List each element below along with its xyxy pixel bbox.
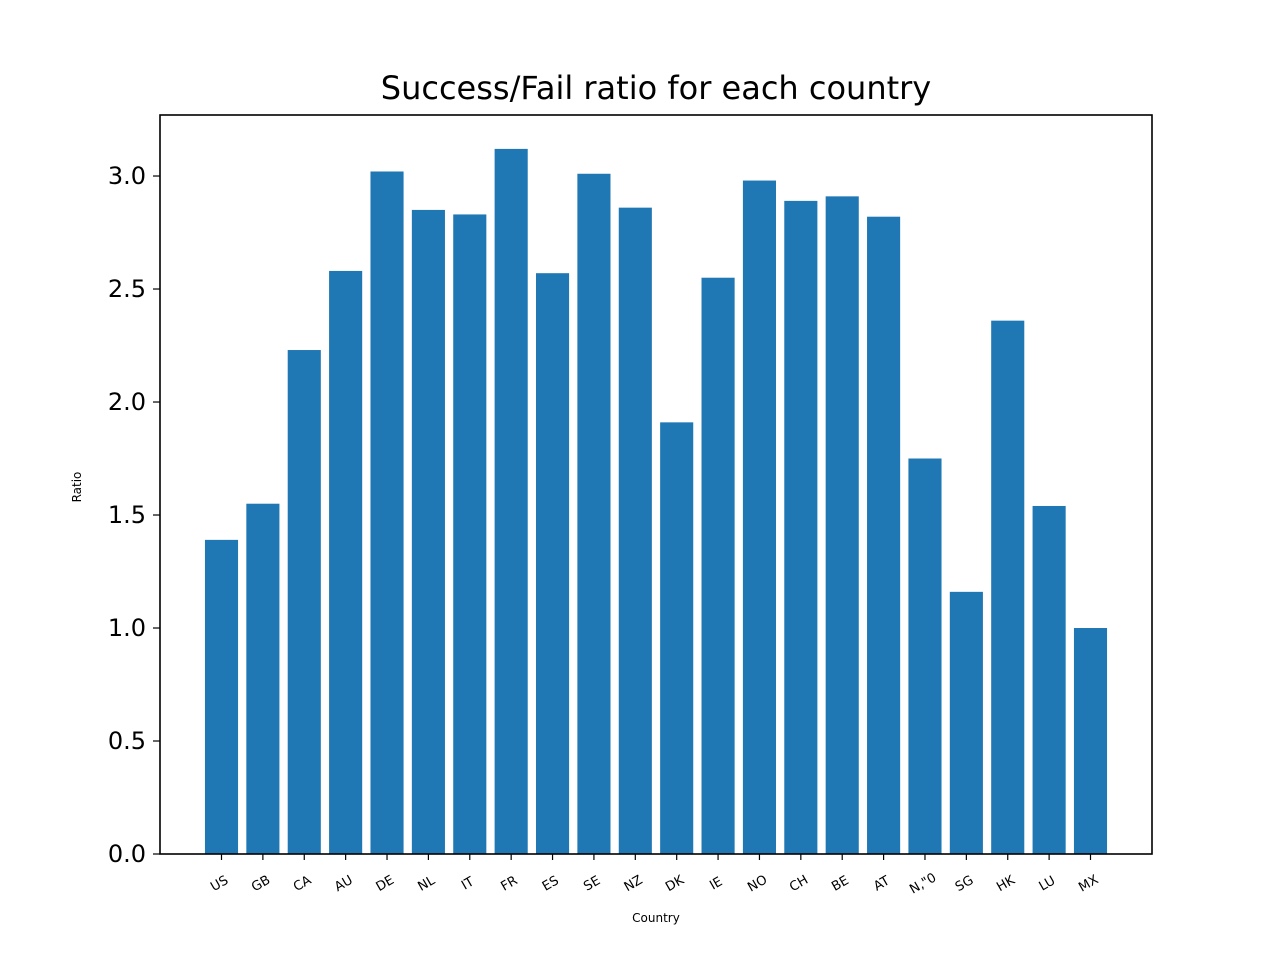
bar-ca <box>287 350 321 854</box>
x-axis: US GB CA AU DE NL IT FR ES SE NZ DK IE NO CH BE AT N,"0 SG… <box>208 854 1101 897</box>
bar-at <box>867 216 901 854</box>
x-tick-label: AT <box>871 873 892 894</box>
y-tick-label: 2.0 <box>108 388 146 416</box>
bar-de <box>370 171 404 854</box>
y-tick-label: 1.0 <box>108 614 146 642</box>
x-tick-label: IE <box>707 874 725 893</box>
bar-be <box>825 196 859 855</box>
x-tick-label: BE <box>829 873 851 895</box>
y-tick-label: 0.5 <box>108 727 146 755</box>
bar-nz <box>618 207 652 855</box>
x-tick-label: HK <box>994 873 1018 895</box>
y-tick-label: 3.0 <box>108 162 146 190</box>
bar-dk <box>660 422 694 854</box>
x-tick-label: AU <box>332 873 355 895</box>
x-tick-label: NL <box>416 873 439 895</box>
x-tick-label: CH <box>787 873 811 895</box>
bar-se <box>577 173 611 854</box>
y-tick-label: 0.0 <box>108 840 146 868</box>
bar-mx <box>1073 628 1108 854</box>
y-tick-label: 1.5 <box>108 501 146 529</box>
bar-ch <box>784 200 818 854</box>
chart-title: Success/Fail ratio for each country <box>381 69 931 107</box>
bar-sg <box>949 591 983 854</box>
y-axis-label: Ratio <box>70 472 84 503</box>
bar-n0 <box>908 458 942 854</box>
bar-us <box>204 539 239 854</box>
x-tick-label: MX <box>1076 872 1101 895</box>
x-tick-label: SG <box>953 873 976 895</box>
x-tick-label: GB <box>249 873 273 895</box>
bar-es <box>535 273 570 855</box>
x-tick-label: ES <box>540 873 562 894</box>
bar-hk <box>991 320 1025 854</box>
bar-au <box>329 270 363 854</box>
x-tick-label: CA <box>291 873 314 895</box>
x-axis-label: Country <box>632 911 680 925</box>
y-axis: 0.0 0.5 1.0 1.5 2.0 2.5 3.0 <box>108 162 160 868</box>
plot-frame <box>159 114 1153 855</box>
x-tick-label: SE <box>581 873 603 894</box>
x-tick-label: DK <box>663 873 687 895</box>
y-tick-label: 2.5 <box>108 275 146 303</box>
x-tick-label: NO <box>745 872 770 895</box>
bar-no <box>742 180 777 855</box>
bars-group <box>204 148 1108 855</box>
bar-it <box>453 214 487 854</box>
x-tick-label: NZ <box>622 873 646 895</box>
x-tick-label: US <box>208 873 231 895</box>
x-tick-label: FR <box>499 873 521 894</box>
bar-ie <box>701 277 735 855</box>
x-tick-label: IT <box>459 875 477 894</box>
bar-nl <box>411 209 445 855</box>
x-tick-label: LU <box>1037 873 1058 894</box>
bar-lu <box>1032 505 1066 854</box>
x-tick-label: N,"0 <box>907 870 939 897</box>
bar-gb <box>246 503 280 854</box>
x-tick-label: DE <box>374 873 397 895</box>
bar-fr <box>494 148 528 855</box>
